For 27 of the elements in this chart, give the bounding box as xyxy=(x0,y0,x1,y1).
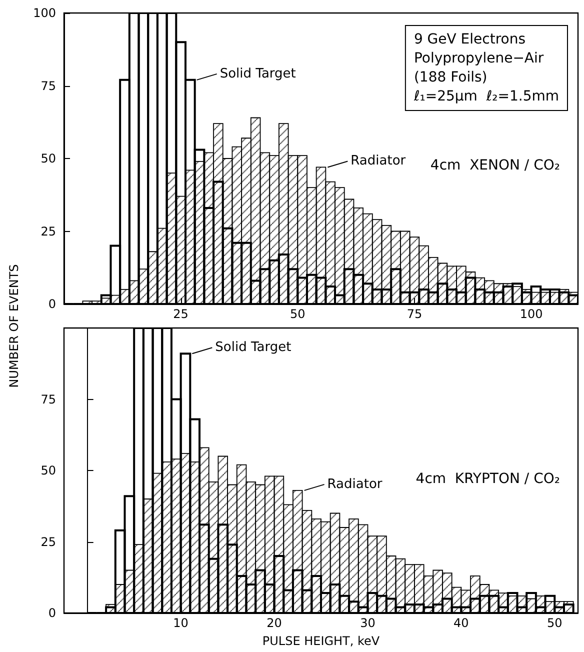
x-tick-label: 10 xyxy=(173,616,188,630)
y-tick-label: 0 xyxy=(48,606,56,620)
annotation: 4cm XENON / CO₂ xyxy=(430,158,560,174)
legend-label: Solid Target xyxy=(220,66,296,82)
y-tick-label: 50 xyxy=(40,464,56,478)
y-tick-label: 75 xyxy=(40,78,56,93)
x-axis-title: PULSE HEIGHT, keV xyxy=(262,634,380,648)
y-tick-label: 100 xyxy=(33,6,56,20)
y-tick-label: 75 xyxy=(40,392,56,406)
y-tick-label: 50 xyxy=(40,152,56,166)
x-tick-label: 100 xyxy=(520,307,543,321)
x-tick-label: 30 xyxy=(360,616,376,630)
x-tick-label: 20 xyxy=(266,616,282,630)
y-axis-title: NUMBER OF EVENTS xyxy=(7,264,21,388)
x-tick-label: 50 xyxy=(546,616,562,630)
x-tick-label: 25 xyxy=(173,307,188,321)
y-tick-label: 0 xyxy=(48,297,56,311)
legend-label: Solid Target xyxy=(215,340,292,356)
legend-label: Radiator xyxy=(327,476,383,492)
legend-label: Radiator xyxy=(350,154,406,169)
annotation: 4cm KRYPTON / CO₂ xyxy=(416,471,560,487)
x-tick-label: 75 xyxy=(406,307,422,321)
x-tick-label: 50 xyxy=(290,307,306,321)
y-tick-label: 25 xyxy=(40,534,56,549)
annotation: 9 GeV Electrons Polypropylene−Air (188 Foils) ℓ₁=25μm ℓ₂=1.5mm xyxy=(412,32,560,104)
y-tick-label: 25 xyxy=(40,224,56,238)
x-tick-label: 40 xyxy=(454,616,469,630)
